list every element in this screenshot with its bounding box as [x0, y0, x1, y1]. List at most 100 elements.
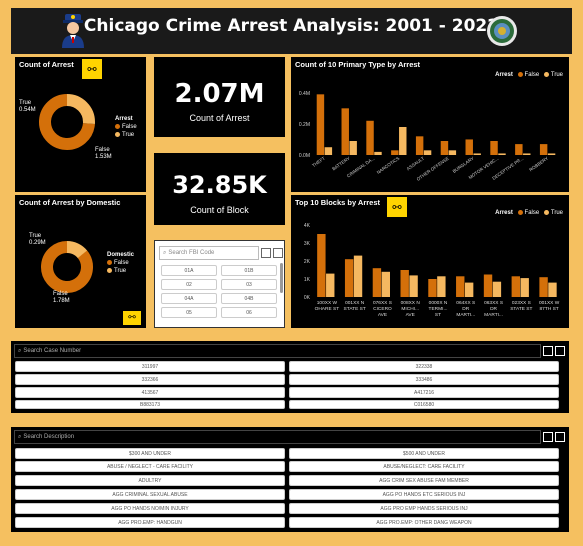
more-options-icon[interactable]	[555, 346, 565, 356]
bar-false[interactable]	[483, 274, 493, 298]
top-blocks-chart-title: Top 10 Blocks by Arrest	[295, 198, 381, 207]
x-tick-label: 001XX N	[345, 300, 365, 306]
bar-true[interactable]	[547, 153, 556, 155]
bar-true[interactable]	[498, 153, 506, 155]
domestic-legend: Domestic False True	[107, 252, 135, 274]
chicago-police-badge-icon	[486, 15, 518, 47]
bar-false[interactable]	[415, 136, 424, 155]
bar-true[interactable]	[326, 273, 335, 297]
expand-icon[interactable]	[543, 346, 553, 356]
case-number-item[interactable]: C016580	[289, 400, 559, 409]
x-tick-label: 063XX S	[484, 300, 503, 306]
description-item[interactable]: AGG CRIMINAL SEXUAL ABUSE	[15, 489, 285, 500]
bar-true[interactable]	[353, 255, 363, 297]
donut-slice-true[interactable]	[41, 241, 93, 293]
bar-true[interactable]	[324, 147, 333, 155]
description-item[interactable]: AGG PRO.EMP: HANDGUN	[15, 517, 285, 528]
description-item[interactable]: AGG PO HANDS NO/MIN INJURY	[15, 503, 285, 514]
bar-false[interactable]	[391, 150, 399, 155]
fbi-code-item[interactable]: 02	[161, 279, 217, 290]
description-item[interactable]: ABUSE / NEGLECT - CARE FACILITY	[15, 461, 285, 472]
description-item[interactable]: ABUSE/NEGLECT: CARE FACILITY	[289, 461, 559, 472]
bar-false[interactable]	[344, 259, 354, 297]
description-search-input[interactable]: ⌕ Search Description	[14, 430, 541, 444]
kpi-arrest-label: Count of Arrest	[189, 113, 250, 123]
x-tick-label: CRIMINAL DA...	[346, 156, 376, 179]
case-number-item[interactable]: A417216	[289, 387, 559, 398]
case-number-item[interactable]: 311997	[15, 361, 285, 372]
bar-true[interactable]	[399, 127, 407, 155]
bar-false[interactable]	[341, 108, 349, 155]
donut-label-true: True 0.54M	[19, 100, 36, 113]
y-tick-label: 3K	[304, 241, 311, 247]
bar-false[interactable]	[372, 268, 382, 297]
bar-false[interactable]	[317, 234, 326, 297]
fbi-code-item[interactable]: 04B	[221, 293, 277, 304]
bar-true[interactable]	[437, 276, 446, 297]
bar-false[interactable]	[515, 144, 523, 155]
bar-true[interactable]	[349, 141, 357, 155]
bar-true[interactable]	[523, 153, 531, 155]
description-item[interactable]: $500 AND UNDER	[289, 448, 559, 459]
search-icon: ⌕	[18, 347, 22, 354]
bar-true[interactable]	[473, 153, 481, 155]
bar-false[interactable]	[465, 139, 473, 155]
bar-false[interactable]	[456, 276, 465, 297]
bar-false[interactable]	[440, 141, 449, 155]
expand-icon[interactable]	[261, 248, 271, 258]
scrollbar[interactable]	[280, 263, 283, 293]
bar-true[interactable]	[448, 150, 457, 155]
donut-slice-false[interactable]	[39, 239, 95, 295]
bar-true[interactable]	[520, 278, 529, 297]
expand-icon[interactable]	[543, 432, 553, 442]
fbi-code-item[interactable]: 01A	[161, 265, 217, 276]
arrest-donut-chart[interactable]	[37, 92, 97, 152]
fbi-code-item[interactable]: 05	[161, 307, 217, 318]
description-item[interactable]: $300 AND UNDER	[15, 448, 285, 459]
bar-false[interactable]	[316, 94, 325, 155]
bar-false[interactable]	[539, 277, 548, 297]
y-tick-label: 0.0M	[299, 153, 310, 159]
bar-false[interactable]	[511, 276, 520, 297]
bar-false[interactable]	[490, 141, 498, 155]
more-options-icon[interactable]	[273, 248, 283, 258]
x-tick-label: NARCOTICS	[376, 156, 401, 175]
bar-true[interactable]	[409, 275, 418, 297]
fbi-code-item[interactable]: 06	[221, 307, 277, 318]
x-tick-label: 87TH ST	[540, 306, 559, 312]
bar-true[interactable]	[548, 282, 557, 297]
case-number-item[interactable]: 322338	[289, 361, 559, 372]
donut-slice-true[interactable]	[39, 94, 95, 150]
description-item[interactable]: AGG PO HANDS ETC SERIOUS INJ	[289, 489, 559, 500]
domestic-donut-chart[interactable]	[37, 237, 97, 297]
description-item[interactable]: AGG CRIM SEX ABUSE FAM MEMBER	[289, 475, 559, 486]
fbi-code-item[interactable]: 01B	[221, 265, 277, 276]
bar-false[interactable]	[366, 120, 374, 155]
bar-true[interactable]	[381, 271, 390, 297]
x-tick-label: THEFT	[311, 156, 326, 169]
case-number-item[interactable]: 413567	[15, 387, 285, 398]
description-item[interactable]: ADULTRY	[15, 475, 285, 486]
more-options-icon[interactable]	[555, 432, 565, 442]
fbi-code-search-input[interactable]: ⌕ Search FBI Code	[159, 246, 259, 260]
fbi-code-item[interactable]: 03	[221, 279, 277, 290]
case-number-search-input[interactable]: ⌕ Search Case Number	[14, 344, 541, 358]
kpi-arrest-value: 2.07M	[174, 79, 265, 109]
case-number-item[interactable]: 332366	[15, 374, 285, 385]
case-number-item[interactable]: B883173	[15, 400, 285, 409]
case-number-item[interactable]: 333486	[289, 374, 559, 385]
bar-true[interactable]	[423, 150, 432, 155]
bar-false[interactable]	[400, 270, 409, 297]
bar-false[interactable]	[428, 279, 437, 297]
description-item[interactable]: AGG PRO EMP HANDS SERIOUS INJ	[289, 503, 559, 514]
fbi-code-item[interactable]: 04A	[161, 293, 217, 304]
bar-true[interactable]	[464, 282, 474, 297]
description-item[interactable]: AGG PRO.EMP: OTHER DANG WEAPON	[289, 517, 559, 528]
bar-false[interactable]	[539, 144, 548, 155]
y-tick-label: 0K	[304, 295, 311, 301]
bar-true[interactable]	[492, 281, 502, 297]
bar-true[interactable]	[374, 151, 382, 155]
search-icon: ⌕	[18, 433, 22, 440]
